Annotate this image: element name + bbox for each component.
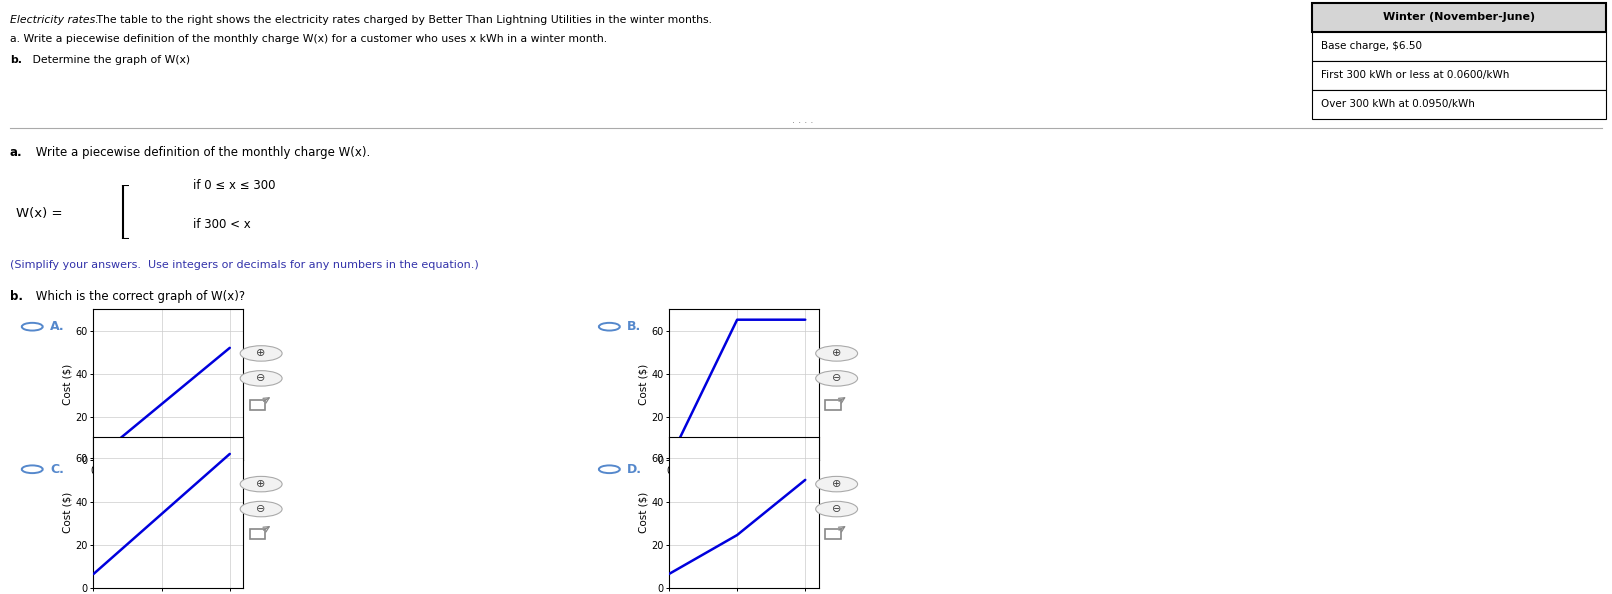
Text: . . . .: . . . . [791,115,814,125]
Text: ⊖: ⊖ [256,504,266,514]
Text: if 0 ≤ x ≤ 300: if 0 ≤ x ≤ 300 [193,179,276,192]
Y-axis label: Cost ($): Cost ($) [63,492,73,533]
Bar [1312,3,1606,32]
Bar [825,529,841,539]
X-axis label: kWh: kWh [156,478,181,487]
Text: The table to the right shows the electricity rates charged by Better Than Lightn: The table to the right shows the electri… [93,15,713,25]
Text: First 300 kWh or less at 0.0600/kWh: First 300 kWh or less at 0.0600/kWh [1320,70,1509,80]
Text: Base charge, $6.50: Base charge, $6.50 [1320,42,1422,52]
Y-axis label: Cost ($): Cost ($) [638,492,648,533]
Text: Electricity rates.: Electricity rates. [10,15,98,25]
Bar [250,400,266,410]
Text: b.: b. [10,290,23,303]
Bar [825,400,841,410]
Text: Winter (November-June): Winter (November-June) [1383,12,1535,23]
Text: Write a piecewise definition of the monthly charge W(x).: Write a piecewise definition of the mont… [32,146,371,159]
Text: W(x) =: W(x) = [16,207,66,220]
Bar [250,529,266,539]
Y-axis label: Cost ($): Cost ($) [638,364,648,405]
Text: ⊕: ⊕ [832,349,841,358]
Text: ⊖: ⊖ [832,374,841,383]
Text: Which is the correct graph of W(x)?: Which is the correct graph of W(x)? [32,290,245,303]
Text: Over 300 kWh at 0.0950/kWh: Over 300 kWh at 0.0950/kWh [1320,99,1475,109]
Text: b.: b. [10,55,21,65]
Text: ⊖: ⊖ [832,504,841,514]
Text: Determine the graph of W(x): Determine the graph of W(x) [29,55,190,65]
Text: A.: A. [50,320,64,333]
Text: ⊕: ⊕ [256,479,266,489]
Y-axis label: Cost ($): Cost ($) [63,364,73,405]
Text: a.: a. [10,146,23,159]
Text: ⊕: ⊕ [832,479,841,489]
X-axis label: kWh: kWh [732,478,756,487]
Text: D.: D. [627,463,642,476]
Text: a. Write a piecewise definition of the monthly charge W(x) for a customer who us: a. Write a piecewise definition of the m… [10,34,606,45]
Bar [1312,61,1606,90]
Text: ⊖: ⊖ [256,374,266,383]
Text: (Simplify your answers.  Use integers or decimals for any numbers in the equatio: (Simplify your answers. Use integers or … [10,260,479,270]
Bar [1312,90,1606,119]
Text: if 300 < x: if 300 < x [193,218,251,230]
Text: C.: C. [50,463,64,476]
Bar [1312,32,1606,61]
Text: B.: B. [627,320,642,333]
Text: ⊕: ⊕ [256,349,266,358]
